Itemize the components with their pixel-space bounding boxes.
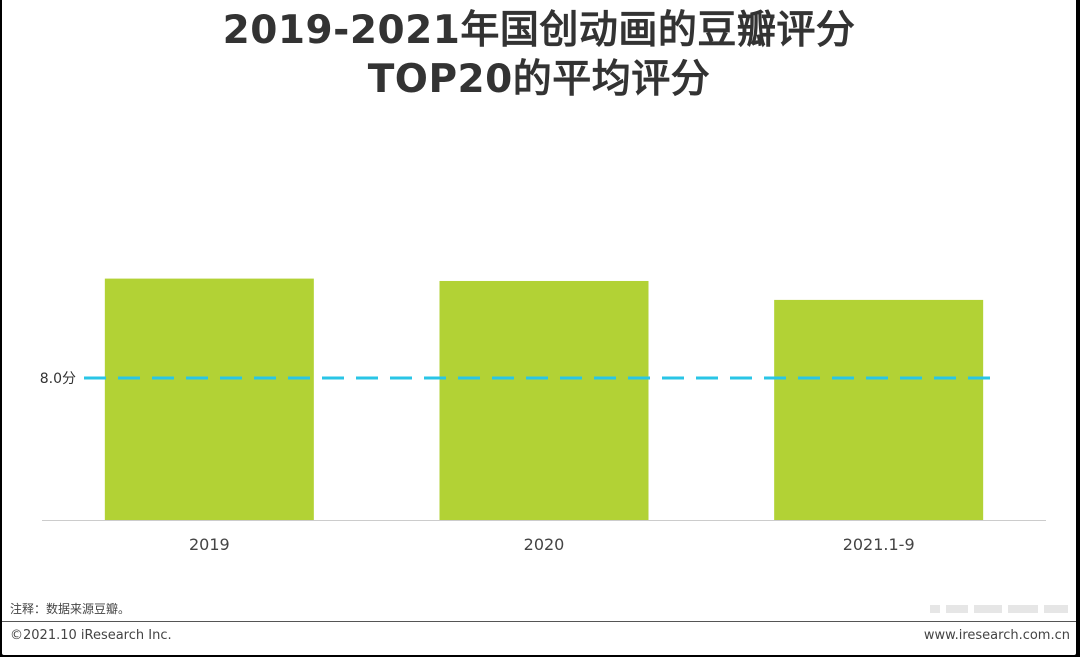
source-note: 注释：数据来源豆瓣。: [10, 602, 131, 616]
x-tick-label: 2021.1-9: [843, 535, 915, 554]
x-tick-label: 2020: [524, 535, 565, 554]
chart-title-line2: TOP20的平均评分: [367, 57, 711, 102]
x-tick-label: 2019: [189, 535, 230, 554]
watermark-logo: [930, 605, 1068, 613]
website-text: www.iresearch.com.cn: [923, 628, 1070, 643]
footer-divider: [2, 621, 1076, 622]
chart-title-line1: 2019-2021年国创动画的豆瓣评分: [222, 8, 856, 53]
bar-2021.1-9: [774, 299, 984, 520]
bar-chart: 2019 2020 2021.1-9 8.0分: [40, 278, 1046, 554]
reference-line-label: 8.0分: [40, 371, 76, 387]
bar-2019: [104, 278, 314, 520]
copyright-text: ©2021.10 iResearch Inc.: [10, 628, 172, 643]
chart-title: 2019-2021年国创动画的豆瓣评分 TOP20的平均评分: [2, 6, 1076, 104]
bar-2020: [439, 280, 649, 520]
